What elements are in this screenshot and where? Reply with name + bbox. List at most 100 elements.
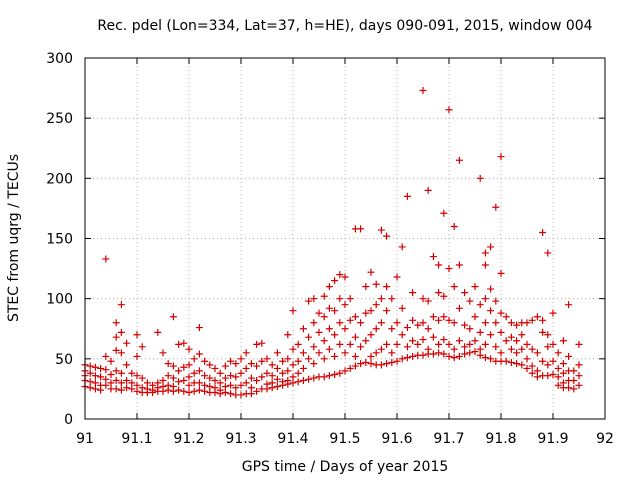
data-point-marker bbox=[398, 331, 406, 339]
data-point-marker bbox=[232, 384, 240, 392]
data-point-marker bbox=[575, 361, 583, 369]
x-tick-label: 91 bbox=[76, 431, 94, 447]
data-point-marker bbox=[247, 384, 255, 392]
data-point-marker bbox=[123, 376, 131, 384]
data-point-marker bbox=[424, 186, 432, 194]
data-point-marker bbox=[513, 337, 521, 345]
data-point-marker bbox=[305, 355, 313, 363]
data-point-marker bbox=[310, 319, 318, 327]
grid-lines bbox=[85, 58, 605, 419]
data-point-marker bbox=[299, 376, 307, 384]
data-point-marker bbox=[554, 373, 562, 381]
data-point-marker bbox=[320, 373, 328, 381]
data-point-marker bbox=[133, 381, 141, 389]
data-point-marker bbox=[414, 340, 422, 348]
data-point-marker bbox=[388, 295, 396, 303]
data-point-marker bbox=[325, 304, 333, 312]
data-point-marker bbox=[393, 273, 401, 281]
data-point-marker bbox=[492, 319, 500, 327]
data-point-marker bbox=[471, 283, 479, 291]
data-point-marker bbox=[492, 297, 500, 305]
data-point-marker bbox=[518, 345, 526, 353]
data-point-marker bbox=[492, 203, 500, 211]
data-point-marker bbox=[383, 232, 391, 240]
data-point-marker bbox=[258, 357, 266, 365]
data-point-marker bbox=[273, 349, 281, 357]
data-point-marker bbox=[466, 325, 474, 333]
data-point-marker bbox=[455, 337, 463, 345]
data-point-marker bbox=[528, 316, 536, 324]
data-point-marker bbox=[398, 355, 406, 363]
data-point-marker bbox=[419, 336, 427, 344]
data-point-marker bbox=[424, 325, 432, 333]
data-point-marker bbox=[367, 331, 375, 339]
data-point-marker bbox=[237, 369, 245, 377]
data-point-marker bbox=[185, 389, 193, 397]
data-point-marker bbox=[175, 386, 183, 394]
data-point-marker bbox=[315, 328, 323, 336]
data-point-marker bbox=[487, 307, 495, 315]
data-point-marker bbox=[476, 345, 484, 353]
data-point-marker bbox=[507, 319, 515, 327]
data-point-marker bbox=[268, 384, 276, 392]
data-point-marker bbox=[549, 357, 557, 365]
data-point-marker bbox=[294, 340, 302, 348]
data-point-marker bbox=[299, 349, 307, 357]
data-point-marker bbox=[102, 381, 110, 389]
data-point-marker bbox=[513, 360, 521, 368]
data-point-marker bbox=[284, 380, 292, 388]
data-point-marker bbox=[528, 369, 536, 377]
data-point-marker bbox=[242, 364, 250, 372]
data-point-marker bbox=[440, 336, 448, 344]
data-point-marker bbox=[289, 379, 297, 387]
x-tick-label: 91.2 bbox=[173, 431, 204, 447]
data-point-marker bbox=[268, 372, 276, 380]
data-point-marker bbox=[497, 309, 505, 317]
data-point-marker bbox=[320, 292, 328, 300]
data-point-marker bbox=[403, 192, 411, 200]
data-point-marker bbox=[461, 289, 469, 297]
data-point-marker bbox=[367, 307, 375, 315]
data-point-marker bbox=[570, 376, 578, 384]
data-point-marker bbox=[320, 337, 328, 345]
data-point-marker bbox=[143, 379, 151, 387]
data-point-marker bbox=[284, 367, 292, 375]
data-point-marker bbox=[461, 343, 469, 351]
data-point-marker bbox=[481, 261, 489, 269]
data-point-marker bbox=[331, 307, 339, 315]
data-point-marker bbox=[294, 378, 302, 386]
data-point-marker bbox=[502, 357, 510, 365]
data-point-marker bbox=[544, 372, 552, 380]
data-point-marker bbox=[528, 362, 536, 370]
data-point-marker bbox=[112, 385, 120, 393]
data-point-marker bbox=[559, 360, 567, 368]
data-point-marker bbox=[414, 321, 422, 329]
data-point-marker bbox=[91, 363, 99, 371]
data-point-marker bbox=[211, 376, 219, 384]
data-point-marker bbox=[549, 370, 557, 378]
data-point-marker bbox=[429, 333, 437, 341]
data-point-marker bbox=[175, 378, 183, 386]
data-point-marker bbox=[86, 369, 94, 377]
data-point-marker bbox=[445, 106, 453, 114]
data-point-marker bbox=[221, 374, 229, 382]
data-point-marker bbox=[544, 343, 552, 351]
data-point-marker bbox=[169, 374, 177, 382]
data-point-marker bbox=[523, 319, 531, 327]
data-point-marker bbox=[263, 369, 271, 377]
data-point-marker bbox=[331, 370, 339, 378]
data-point-marker bbox=[476, 301, 484, 309]
data-point-marker bbox=[190, 369, 198, 377]
data-point-marker bbox=[513, 349, 521, 357]
data-point-marker bbox=[289, 373, 297, 381]
data-point-marker bbox=[175, 340, 183, 348]
data-point-marker bbox=[445, 265, 453, 273]
data-point-marker bbox=[206, 361, 214, 369]
data-point-marker bbox=[315, 349, 323, 357]
data-point-marker bbox=[429, 313, 437, 321]
data-point-marker bbox=[331, 352, 339, 360]
data-point-marker bbox=[133, 372, 141, 380]
data-point-marker bbox=[102, 352, 110, 360]
y-axis-label: STEC from uqrg / TECUs bbox=[6, 154, 22, 322]
data-point-marker bbox=[383, 340, 391, 348]
